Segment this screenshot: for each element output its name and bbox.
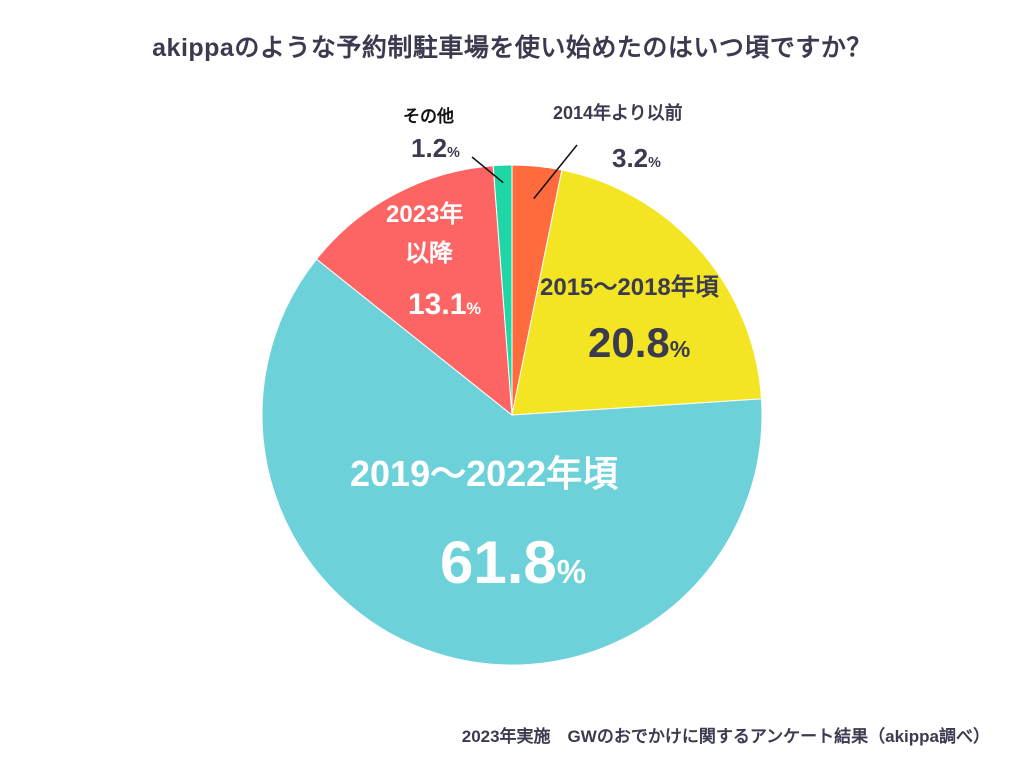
slice-value-2019-2022: 61.8% — [440, 533, 586, 593]
pie-slice-4 — [492, 164, 513, 416]
pie-slice-1 — [511, 169, 763, 416]
slice-label-pre-2014: 2014年より以前 — [553, 103, 683, 123]
slice-label-2023-line1: 2023年 — [386, 201, 464, 228]
slice-value-number: 13.1 — [408, 288, 467, 321]
percent-sign: % — [447, 145, 460, 161]
slice-value-pre-2014: 3.2% — [612, 145, 661, 171]
slice-value-2015-2018: 20.8% — [588, 322, 690, 364]
leader-lines — [471, 144, 578, 200]
pie-slice-3 — [315, 165, 513, 417]
percent-sign: % — [648, 155, 661, 171]
pie-slice-2 — [261, 258, 763, 666]
chart-title: akippaのような予約制駐車場を使い始めたのはいつ頃ですか？ — [152, 34, 872, 62]
slice-value-number: 20.8 — [588, 319, 670, 366]
slice-value-number: 1.2 — [411, 133, 448, 163]
percent-sign: % — [466, 300, 482, 318]
pie-slices — [261, 164, 763, 666]
slice-value-other: 1.2% — [411, 135, 460, 161]
percent-sign: % — [556, 553, 587, 590]
slice-value-number: 61.8 — [440, 529, 557, 596]
slice-label-other: その他 — [403, 107, 454, 126]
slice-value-number: 3.2 — [612, 143, 649, 173]
leader-line-pre-2014 — [533, 144, 578, 200]
slice-value-2023: 13.1% — [408, 290, 481, 320]
slice-label-2023-line2: 以降 — [405, 240, 453, 267]
slice-label-2015-2018: 2015〜2018年頃 — [540, 274, 719, 301]
leader-line-other — [471, 156, 504, 184]
chart-source-note: 2023年実施 GWのおでかけに関するアンケート結果（akippa調べ） — [461, 727, 990, 746]
percent-sign: % — [669, 336, 691, 362]
slice-label-2019-2022: 2019〜2022年頃 — [350, 453, 619, 494]
